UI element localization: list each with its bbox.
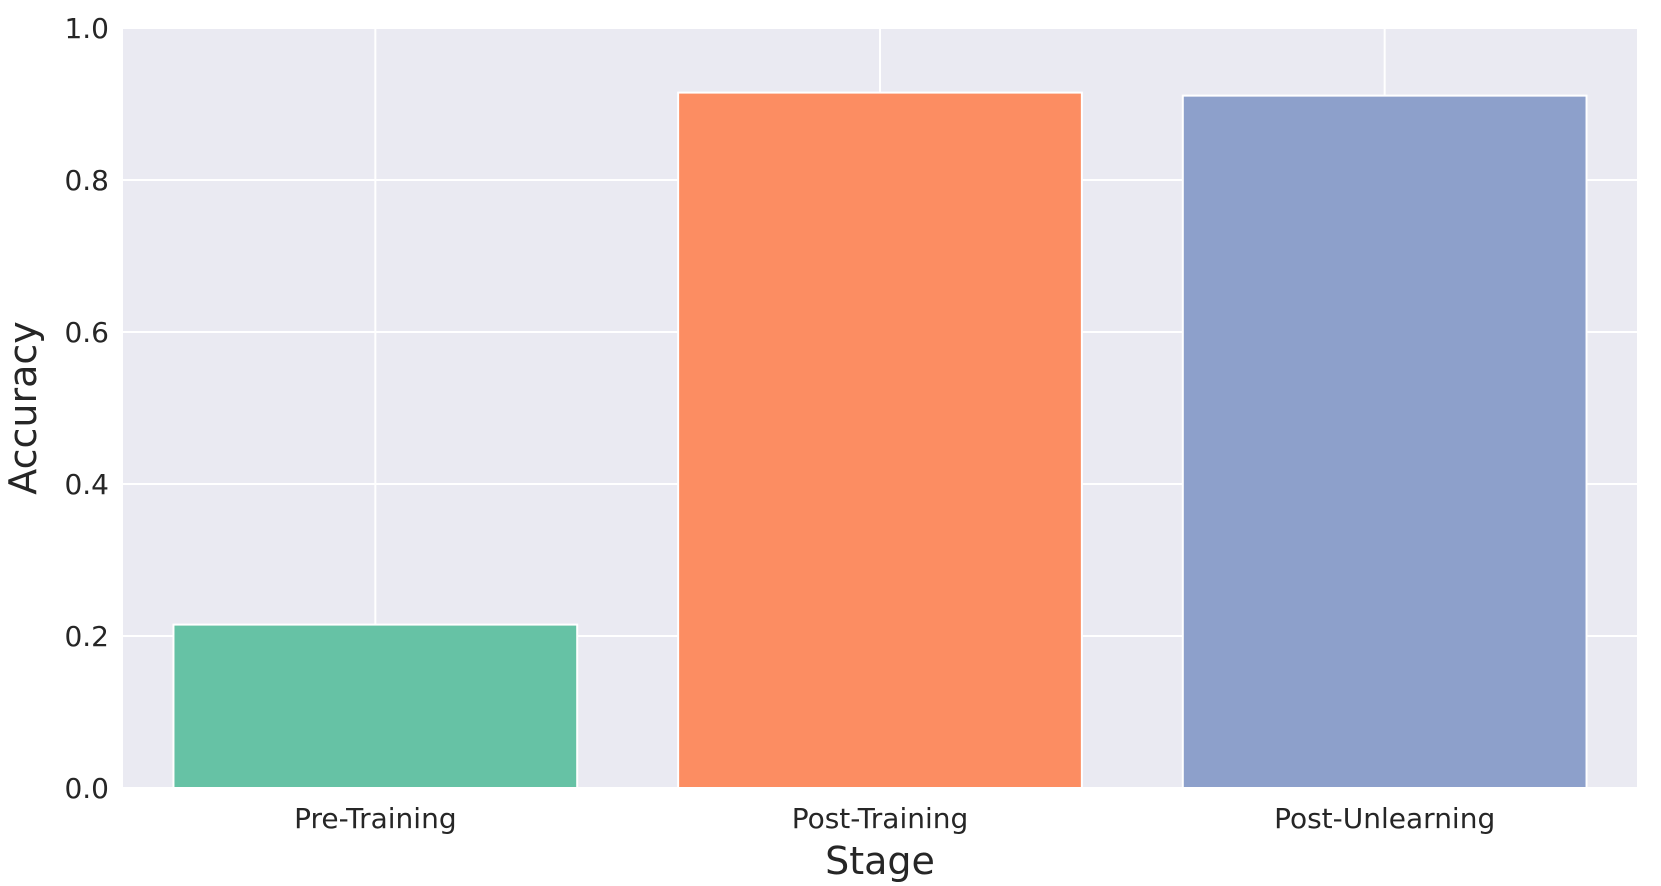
x-tick-label: Post-Unlearning bbox=[1274, 802, 1495, 835]
y-axis-title: Accuracy bbox=[1, 321, 45, 495]
y-tick-label: 0.4 bbox=[64, 468, 109, 501]
y-tick-label: 0.6 bbox=[64, 316, 109, 349]
y-tick-label: 0.0 bbox=[64, 772, 109, 805]
y-tick-label: 0.8 bbox=[64, 164, 109, 197]
y-tick-labels: 0.0 0.2 0.4 0.6 0.8 1.0 bbox=[64, 12, 109, 805]
y-tick-label: 0.2 bbox=[64, 620, 109, 653]
x-tick-labels: Pre-Training Post-Training Post-Unlearning bbox=[294, 802, 1495, 835]
bar-post-training bbox=[677, 91, 1083, 790]
x-tick-label: Pre-Training bbox=[294, 802, 457, 835]
x-axis-title: Stage bbox=[825, 839, 935, 883]
x-tick-label: Post-Training bbox=[792, 802, 969, 835]
bars bbox=[172, 91, 1588, 790]
bar-post-unlearning bbox=[1181, 94, 1588, 789]
y-tick-label: 1.0 bbox=[64, 12, 109, 45]
bar-pre-training bbox=[172, 623, 579, 789]
